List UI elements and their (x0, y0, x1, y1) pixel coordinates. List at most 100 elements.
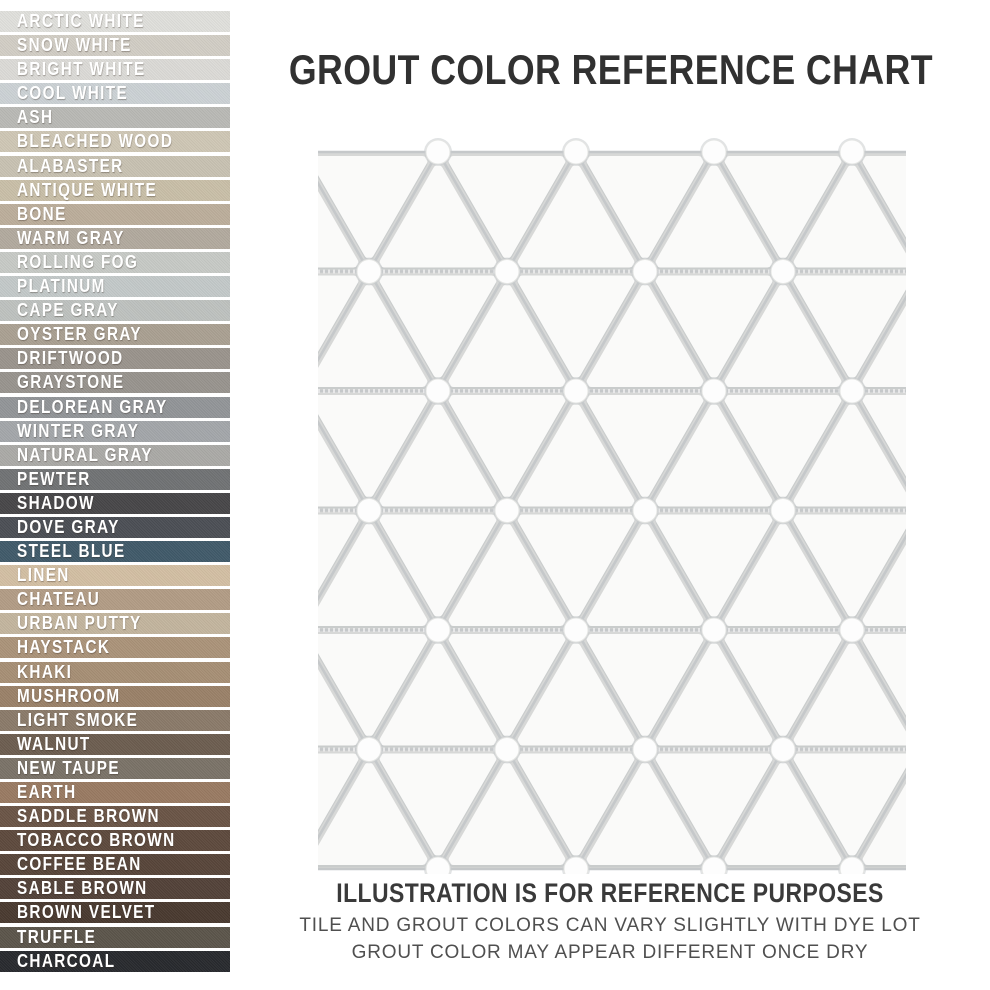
mosaic-dot (425, 617, 451, 643)
grout-color-swatch: OYSTER GRAY (0, 324, 230, 346)
mosaic-tile-triangle (937, 409, 990, 502)
grout-color-swatch: HAYSTACK (0, 637, 230, 659)
mosaic-tile-triangle (862, 395, 906, 477)
grout-color-swatch: ARCTIC WHITE (0, 11, 230, 32)
grout-color-swatch: TOBACCO BROWN (0, 830, 230, 852)
grout-color-swatch: ALABASTER (0, 155, 230, 177)
grout-color-name: DRIFTWOOD (17, 348, 124, 369)
grout-color-name: ASH (17, 107, 54, 128)
mosaic-tile-triangle (318, 514, 359, 591)
mosaic-tile-triangle (586, 156, 704, 259)
mosaic-tile-triangle (379, 643, 497, 746)
grout-color-swatch: EARTH (0, 782, 230, 803)
page-title: GROUT COLOR REFERENCE CHART (232, 47, 988, 95)
mosaic-tile-triangle (862, 634, 906, 716)
mosaic-tile-triangle (318, 191, 359, 268)
mosaic-tile-triangle (448, 284, 566, 387)
mosaic-dot (701, 139, 727, 165)
grout-color-swatch: ANTIQUE WHITE (0, 179, 230, 201)
grout-color-name: WARM GRAY (17, 227, 125, 248)
mosaic-tile-triangle (448, 523, 566, 626)
mosaic-tile-triangle (318, 430, 359, 507)
mosaic-tile-triangle (517, 643, 635, 746)
mosaic-dot (494, 737, 520, 762)
grout-color-name: LIGHT SMOKE (17, 709, 139, 730)
footer-notes: TILE AND GROUT COLORS CAN VARY SLIGHTLY … (232, 913, 988, 966)
mosaic-tile-triangle (862, 783, 906, 865)
mosaic-dot (839, 139, 865, 165)
mosaic-dot (356, 737, 382, 762)
grout-color-name: TRUFFLE (17, 926, 97, 947)
mosaic-tile-triangle (724, 762, 842, 865)
mosaic-tile-shadow (937, 650, 990, 743)
grout-color-swatch: BONE (0, 203, 230, 225)
grout-color-name: ANTIQUE WHITE (17, 179, 158, 200)
mosaic-tile-triangle (318, 284, 428, 387)
grout-color-swatch: NEW TAUPE (0, 757, 230, 779)
grout-color-name: ROLLING FOG (17, 251, 139, 272)
grout-color-swatch: PLATINUM (0, 276, 230, 298)
grout-color-name: COOL WHITE (17, 83, 129, 104)
grout-color-swatch: BRIGHT WHITE (0, 59, 230, 81)
mosaic-tile-triangle (655, 165, 773, 268)
grout-color-name: EARTH (17, 782, 77, 802)
mosaic-dot (632, 498, 658, 523)
grout-color-name: ARCTIC WHITE (17, 11, 145, 31)
mosaic-tile-triangle (586, 634, 704, 737)
grout-color-name: WINTER GRAY (17, 420, 140, 441)
mosaic-tile-triangle (586, 762, 704, 865)
grout-color-name: CHATEAU (17, 589, 101, 610)
grout-color-name: URBAN PUTTY (17, 613, 142, 634)
grout-color-name: SADDLE BROWN (17, 806, 160, 827)
grout-color-swatch: COOL WHITE (0, 83, 230, 105)
grout-color-name: COFFEE BEAN (17, 854, 142, 875)
grout-color-name: BLEACHED WOOD (17, 131, 174, 152)
grout-color-name: LINEN (17, 565, 70, 586)
grout-color-swatch: WARM GRAY (0, 227, 230, 249)
grout-color-swatch: TRUFFLE (0, 926, 230, 948)
mosaic-dot (494, 259, 520, 284)
grout-color-swatch: SHADOW (0, 492, 230, 514)
mosaic-grout-cell (921, 272, 990, 392)
mosaic-dot (701, 378, 727, 404)
grout-color-swatch: NATURAL GRAY (0, 444, 230, 466)
mosaic-tile-triangle (793, 165, 906, 268)
mosaic-dot (632, 259, 658, 284)
grout-color-swatch: GRAYSTONE (0, 372, 230, 394)
mosaic-tile-shadow (937, 761, 990, 854)
mosaic-tile-triangle (318, 762, 428, 865)
grout-color-swatch: URBAN PUTTY (0, 613, 230, 635)
grout-color-name: PLATINUM (17, 276, 106, 297)
mosaic-tile-triangle (318, 395, 428, 498)
mosaic-tile-triangle (517, 165, 635, 268)
grout-color-swatch: CHARCOAL (0, 950, 230, 972)
mosaic-grout-cell (921, 511, 990, 631)
grout-color-swatch: DRIFTWOOD (0, 348, 230, 370)
grout-color-name: BRIGHT WHITE (17, 59, 146, 80)
mosaic-dot (563, 617, 589, 643)
grout-color-list: ARCTIC WHITE SNOW WHITE BRIGHT WHITE COO… (0, 11, 230, 972)
mosaic-tile-triangle (937, 281, 990, 374)
grout-color-name: SNOW WHITE (17, 35, 132, 56)
mosaic-tile-triangle (724, 284, 842, 387)
mosaic-tile-triangle (724, 156, 842, 259)
grout-color-swatch: COFFEE BEAN (0, 854, 230, 876)
mosaic-tile-triangle (448, 156, 566, 259)
mosaic-tile-triangle (862, 156, 906, 238)
grout-color-name: BONE (17, 203, 67, 224)
grout-color-name: CAPE GRAY (17, 300, 119, 321)
grout-color-swatch: ROLLING FOG (0, 251, 230, 273)
grout-color-name: OYSTER GRAY (17, 324, 142, 345)
mosaic-tile-shadow (937, 283, 990, 376)
grout-color-swatch: MUSHROOM (0, 685, 230, 707)
mosaic-tile-triangle (379, 753, 497, 856)
grout-color-name: NEW TAUPE (17, 757, 120, 778)
grout-color-name: ALABASTER (17, 155, 124, 176)
mosaic-tile-triangle (862, 544, 906, 626)
grout-color-swatch: KHAKI (0, 661, 230, 683)
mosaic-tile-triangle (517, 275, 635, 378)
mosaic-tile-triangle (517, 514, 635, 617)
mosaic-dot (356, 498, 382, 523)
mosaic-tile-triangle (448, 395, 566, 498)
